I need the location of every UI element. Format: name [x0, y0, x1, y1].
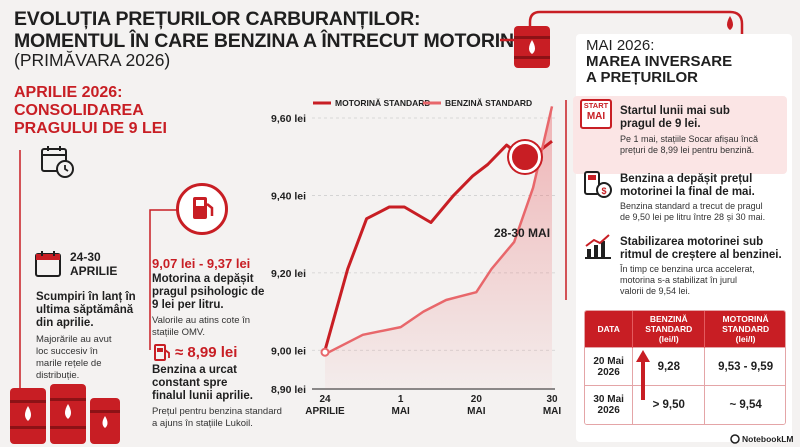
- brand-label: NotebookLM: [742, 434, 794, 444]
- y-tick-label: 9,00 lei: [271, 345, 306, 357]
- y-tick-label: 9,40 lei: [271, 190, 306, 202]
- x-tick-label: 30: [546, 394, 558, 405]
- april-title-line-2: CONSOLIDAREA: [14, 102, 144, 119]
- x-tick-label: MAI: [467, 406, 486, 417]
- may-title-line-1: MAI 2026:: [586, 37, 655, 54]
- notebooklm-logo-icon: [730, 434, 740, 444]
- row1-date: 20 Mai 2026: [585, 347, 634, 386]
- up-arrow-icon: [636, 350, 650, 400]
- april-title-line-3: PRAGULUI DE 9 LEI: [14, 120, 167, 137]
- diesel-note-line-1: Valorile au atins cote în: [152, 315, 251, 326]
- crossover-label: 28-30 MAI: [494, 226, 551, 240]
- petrol-text-line-2: constant spre: [152, 377, 228, 389]
- rise-text-line-1: Scumpiri în lanț în: [36, 291, 136, 303]
- item1-note-line-1: Pe 1 mai, stațiile Socar afișau încă: [620, 134, 759, 144]
- diesel-text-line-3: 9 lei per litru.: [152, 299, 224, 311]
- april-title-line-1: APRILIE 2026:: [14, 84, 123, 101]
- legend-diesel-label: MOTORINĂ STANDARD: [335, 98, 431, 108]
- item3-title-line-2: ritmul de creștere al benzinei.: [620, 249, 782, 261]
- item1-title-line-2: pragul de 9 lei.: [620, 118, 701, 130]
- crossover-marker: [509, 141, 541, 173]
- diesel-range: 9,07 lei - 9,37 lei: [152, 256, 251, 271]
- x-tick-label: APRILIE: [305, 406, 345, 417]
- legend-petrol-swatch: [423, 101, 441, 105]
- petrol-area: [325, 106, 552, 390]
- x-tick-label: 24: [319, 394, 331, 405]
- item2-note-line-2: de 9,50 lei pe litru între 28 și 30 mai.: [620, 212, 766, 222]
- col-header-diesel: MOTORINĂ STANDARD (lei/l): [704, 311, 785, 348]
- col-header-date: DATA: [585, 311, 634, 348]
- comparison-table: DATA BENZINĂ STANDARD (lei/l) MOTORINĂ STAN…: [584, 310, 786, 425]
- legend-petrol-label: BENZINĂ STANDARD: [445, 98, 533, 108]
- item3-note-line-3: valorii de 9,54 lei.: [620, 286, 691, 296]
- fuel-pump-icon: [193, 197, 214, 219]
- petrol-series-line: [324, 106, 554, 356]
- item2-note-line-1: Benzina standard a trecut de pragul: [620, 201, 763, 211]
- petrol-text-line-1: Benzina a urcat: [152, 364, 237, 376]
- legend-diesel-swatch: [313, 101, 331, 105]
- item1-title-line-1: Startul lunii mai sub: [620, 105, 730, 117]
- petrol-note-line-1: Prețul pentru benzina standard: [152, 406, 282, 417]
- diesel-text-line-2: pragul psihologic de: [152, 286, 265, 298]
- petrol-note-line-2: a ajuns în stațiile Lukoil.: [152, 418, 253, 429]
- row1-diesel: 9,53 - 9,59: [704, 347, 785, 386]
- y-tick-label: 9,20 lei: [271, 268, 306, 280]
- trend-chart-icon: [585, 234, 611, 259]
- subtitle: (PRIMĂVARA 2026): [14, 50, 171, 70]
- svg-text:$: $: [601, 186, 606, 196]
- rise-note-line-4: distribuție.: [36, 370, 80, 381]
- may-title-line-2: MAREA INVERSARE: [586, 53, 733, 70]
- item2-title-line-2: motorinei la final de mai.: [620, 186, 755, 198]
- x-tick-label: MAI: [543, 406, 562, 417]
- diesel-note-line-2: stațiile OMV.: [152, 327, 205, 338]
- start-point: [320, 347, 330, 357]
- calendar-clock-icon: [41, 146, 74, 178]
- y-tick-label: 8,90 lei: [271, 384, 306, 396]
- pump-small-icon: [154, 344, 170, 361]
- x-tick-label: 20: [471, 394, 483, 405]
- petrol-value: ≈ 8,99 lei: [175, 344, 238, 361]
- y-tick-label: 9,60 lei: [271, 113, 306, 125]
- oil-barrel-icon: [514, 26, 550, 68]
- start-label: START: [583, 101, 609, 110]
- period-line-2: APRILIE: [70, 264, 118, 278]
- x-tick-label: 1: [398, 394, 404, 405]
- item1-note-line-2: prețuri de 8,99 lei pentru benzină.: [620, 145, 755, 155]
- item3-note-line-1: În timp ce benzina urca accelerat,: [620, 264, 755, 274]
- may-title-line-3: A PREȚURILOR: [586, 69, 698, 86]
- diesel-text-line-1: Motorina a depășit: [152, 273, 254, 285]
- rise-note-line-2: loc succesiv în: [36, 346, 98, 357]
- item3-note-line-2: motorina s-a stabilizat în jurul: [620, 275, 738, 285]
- start-month: MAI: [586, 111, 606, 122]
- rise-text-line-2: ultima săptămână: [36, 304, 134, 316]
- row2-date: 30 Mai 2026: [585, 385, 634, 424]
- rise-text-line-3: din aprilie.: [36, 317, 94, 329]
- rise-note-line-1: Majorările au avut: [36, 334, 112, 345]
- fuel-cost-icon: $: [584, 171, 612, 198]
- fuel-pump-badge: [176, 183, 228, 235]
- item3-title-line-1: Stabilizarea motorinei sub: [620, 236, 764, 248]
- oil-barrels-icon: [10, 384, 120, 444]
- calendar-icon: [35, 251, 61, 277]
- start-calendar-badge: START MAI: [580, 99, 612, 129]
- title-line-1: EVOLUȚIA PREȚURILOR CARBURANȚILOR:: [14, 8, 421, 30]
- x-tick-label: MAI: [391, 406, 410, 417]
- period-line-1: 24-30: [70, 250, 101, 264]
- title-line-2: MOMENTUL ÎN CARE BENZINA A ÎNTRECUT MOTO…: [14, 30, 528, 52]
- petrol-text-line-3: finalul lunii aprilie.: [152, 390, 253, 402]
- item2-title-line-1: Benzina a depășit prețul: [620, 173, 753, 185]
- col-header-petrol: BENZINĂ STANDARD (lei/l): [632, 311, 706, 348]
- rise-note-line-3: marile rețele de: [36, 358, 102, 369]
- row2-diesel: ~ 9,54: [704, 385, 785, 424]
